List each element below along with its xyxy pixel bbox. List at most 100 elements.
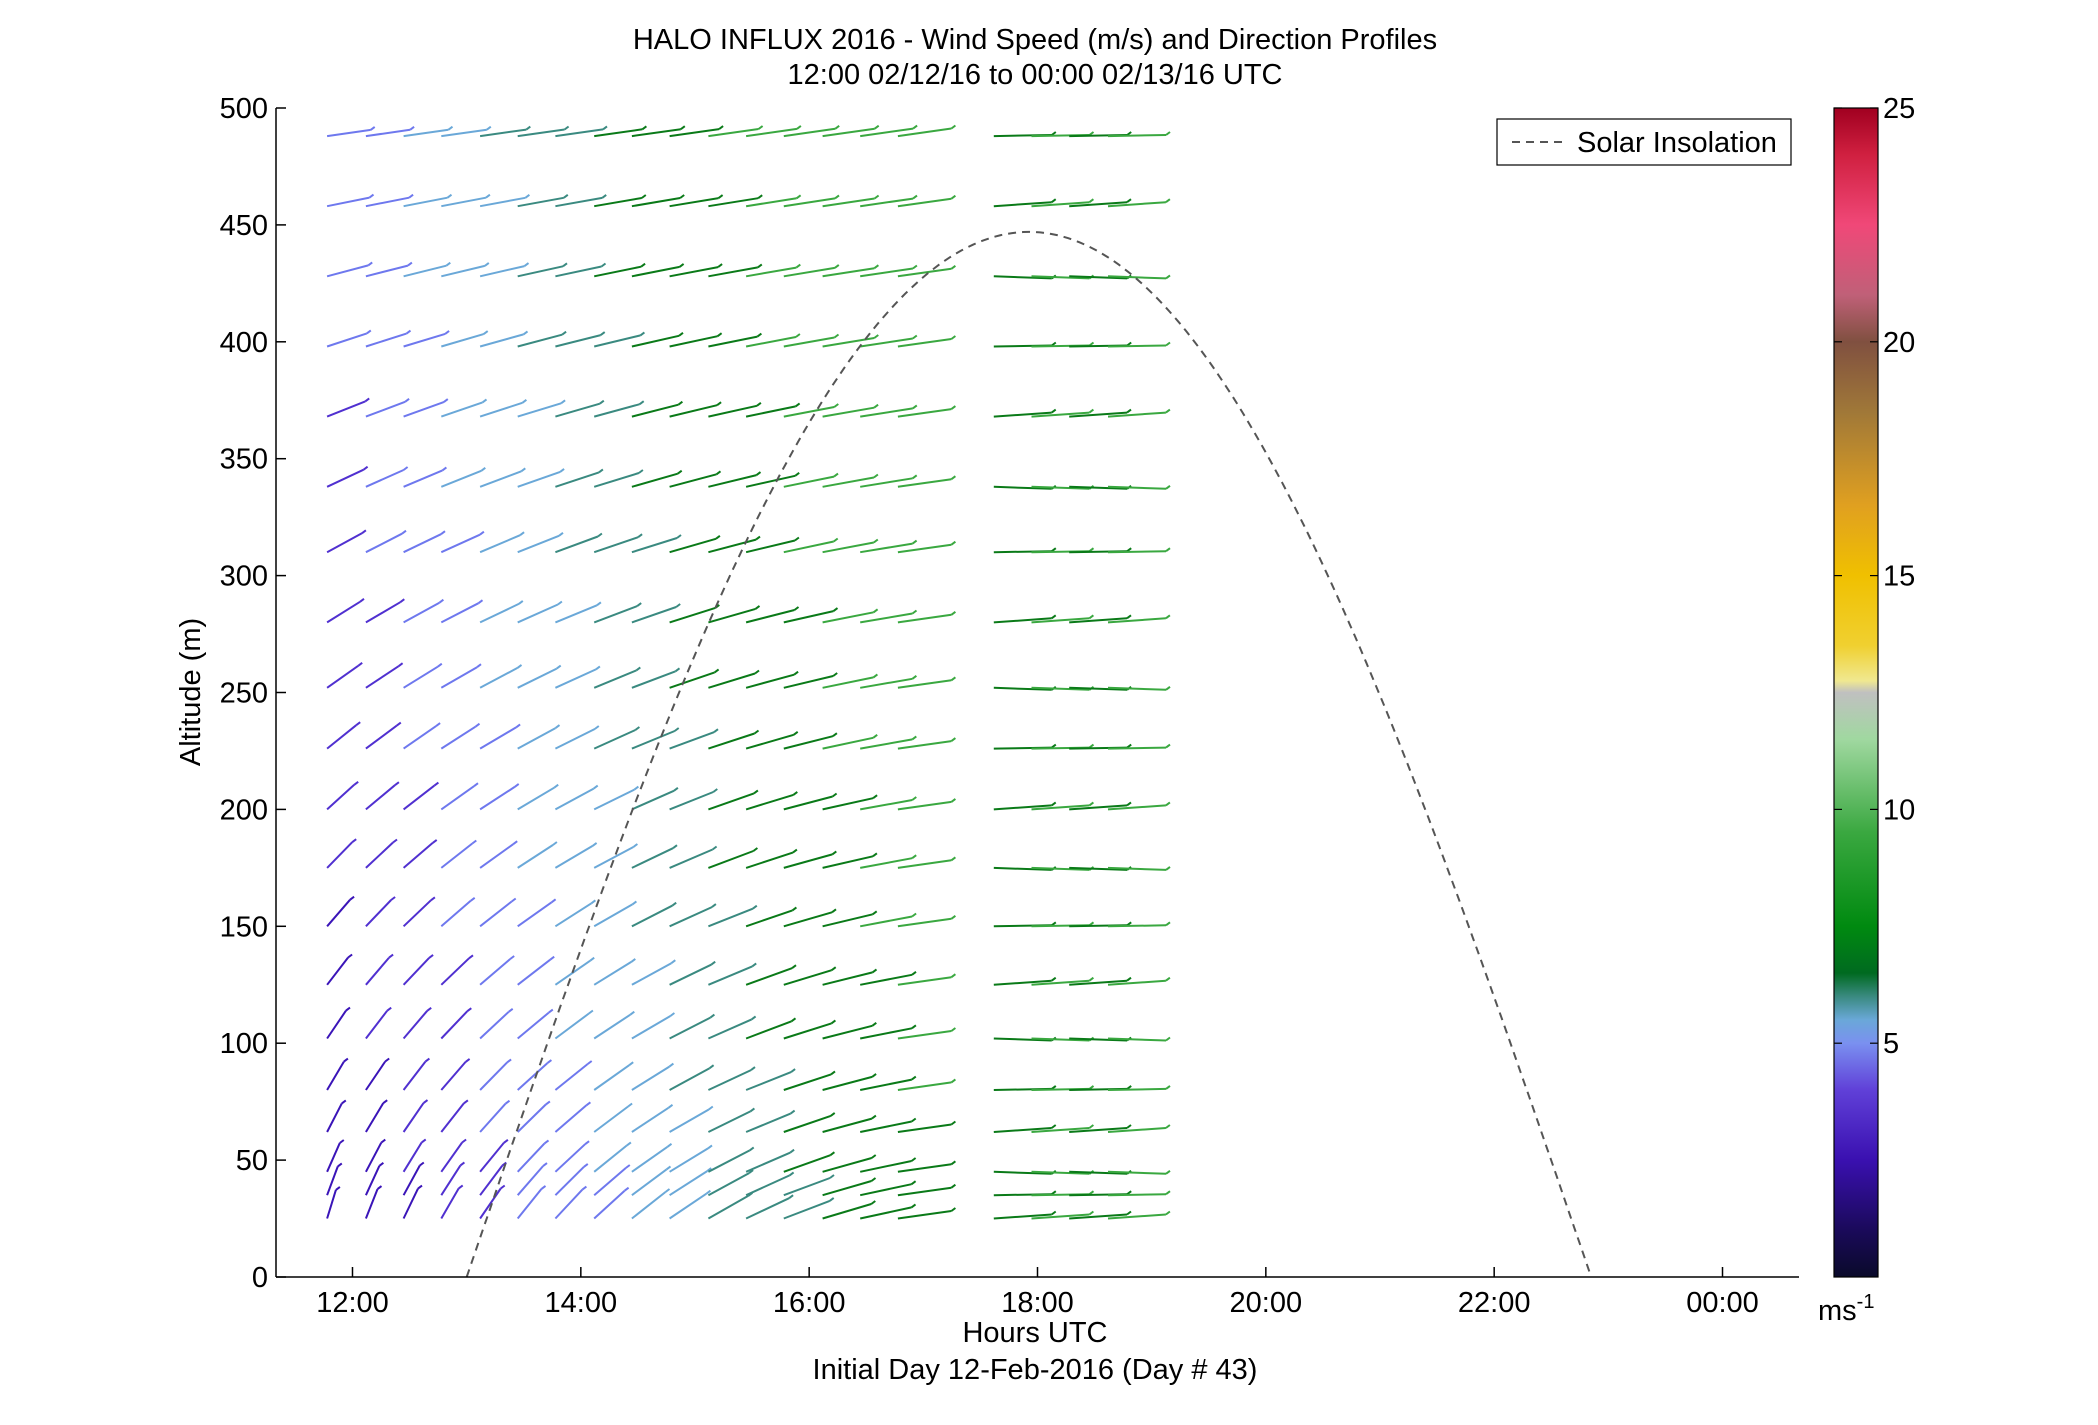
wind-barb-flag <box>1051 743 1057 749</box>
wind-barb <box>708 197 759 208</box>
wind-barb-flag <box>872 673 879 679</box>
wind-barb-flag <box>832 607 839 612</box>
wind-barb-flag <box>754 605 761 610</box>
wind-barb <box>783 266 835 278</box>
wind-barb <box>897 976 952 986</box>
wind-barb <box>783 1177 831 1197</box>
wind-barb-flag <box>504 1099 511 1105</box>
y-tick-label: 450 <box>220 210 268 242</box>
wind-barb <box>1031 804 1090 811</box>
wind-barb-flag <box>447 125 454 131</box>
wind-barb <box>517 958 551 986</box>
colorbar-ticks: 5 10 15 20 25 <box>1834 93 1915 1060</box>
wind-barb <box>479 1061 508 1091</box>
wind-barb-flag <box>641 125 648 131</box>
wind-barb <box>1031 1037 1090 1042</box>
wind-barb <box>593 403 640 418</box>
wind-barb-flag <box>671 901 677 907</box>
wind-barb <box>326 196 370 208</box>
wind-barb <box>860 973 913 986</box>
wind-barb-flag <box>594 725 600 730</box>
wind-barb-flag <box>756 332 763 338</box>
wind-barb <box>822 1024 873 1040</box>
wind-barb-flag <box>911 609 918 615</box>
wind-barb <box>326 532 363 554</box>
wind-barb-flag <box>950 1120 957 1126</box>
wind-barb-flag <box>376 1185 383 1190</box>
wind-barb-flag <box>672 844 678 850</box>
wind-barb-flag <box>830 1112 836 1117</box>
wind-barb <box>745 266 797 278</box>
wind-barb-flag <box>950 540 957 546</box>
wind-barb <box>993 1170 1052 1175</box>
wind-barb-flag <box>1088 614 1095 620</box>
wind-barb-flag <box>950 264 957 270</box>
wind-barb-flag <box>552 841 558 846</box>
wind-barb-flag <box>794 536 800 542</box>
wind-barb-flag <box>1051 921 1057 927</box>
x-tick-label: 18:00 <box>1001 1287 1074 1319</box>
wind-barb <box>593 669 637 689</box>
wind-barb <box>860 1120 912 1133</box>
wind-barb <box>402 1141 423 1173</box>
wind-barb-flag <box>829 1174 835 1179</box>
wind-barb <box>1107 344 1167 348</box>
wind-barb <box>555 402 601 418</box>
wind-barb-flag <box>833 537 839 543</box>
wind-barb-flag <box>833 333 840 339</box>
wind-barb-flag <box>549 955 555 961</box>
colorbar-gradient <box>1833 107 1879 1278</box>
wind-barb-flag <box>715 534 721 540</box>
wind-barb <box>403 401 445 418</box>
wind-barb <box>859 1160 912 1173</box>
wind-barb-flag <box>833 472 839 478</box>
wind-barb <box>440 1010 469 1040</box>
wind-barb <box>1107 1213 1166 1220</box>
wind-barb <box>516 1188 543 1220</box>
wind-barb <box>708 732 755 750</box>
wind-barb-flag <box>1126 341 1132 347</box>
wind-barb <box>1107 485 1167 490</box>
wind-barb-flag <box>394 781 400 787</box>
wind-barb <box>897 613 952 624</box>
wind-barb <box>669 791 714 811</box>
wind-barb-flag <box>601 194 607 199</box>
colorbar-tick-label: 25 <box>1883 93 1915 125</box>
wind-barb-flag <box>950 798 957 803</box>
wind-barb <box>783 406 835 418</box>
wind-barb-flag <box>711 845 718 851</box>
wind-barb-flag <box>678 331 684 337</box>
wind-barb <box>326 1061 345 1091</box>
wind-barb <box>860 407 913 418</box>
wind-barb <box>555 265 602 278</box>
wind-barb <box>708 404 758 418</box>
wind-barb <box>440 1141 463 1173</box>
wind-barb <box>897 917 952 928</box>
wind-barb <box>326 600 361 624</box>
wind-barb <box>1069 1127 1128 1133</box>
wind-barb-flag <box>380 1138 386 1144</box>
wind-barb-flag <box>793 606 800 611</box>
wind-barb-flag <box>670 959 676 965</box>
wind-barb-flag <box>829 1151 836 1156</box>
wind-barb-flag <box>715 470 722 476</box>
wind-barb <box>745 909 793 928</box>
wind-barb-flag <box>512 840 518 846</box>
wind-barb-flag <box>1165 685 1171 691</box>
wind-barb-flag <box>438 598 444 604</box>
wind-barb-flag <box>833 403 839 408</box>
wind-barb-flag <box>519 531 525 537</box>
wind-barb-flag <box>753 789 759 795</box>
wind-barb <box>708 538 757 554</box>
wind-barb-flag <box>950 1160 957 1166</box>
wind-barb <box>441 264 486 278</box>
wind-barb <box>1107 804 1166 811</box>
wind-barb-flag <box>629 1010 635 1016</box>
wind-barb-flag <box>636 602 642 607</box>
wind-barb <box>593 729 636 750</box>
wind-barb <box>326 1010 347 1040</box>
colorbar-tick-label: 10 <box>1883 794 1915 826</box>
wind-barb-flag <box>718 125 724 130</box>
wind-barb-flag <box>486 125 492 131</box>
wind-barb-flag <box>398 662 404 668</box>
